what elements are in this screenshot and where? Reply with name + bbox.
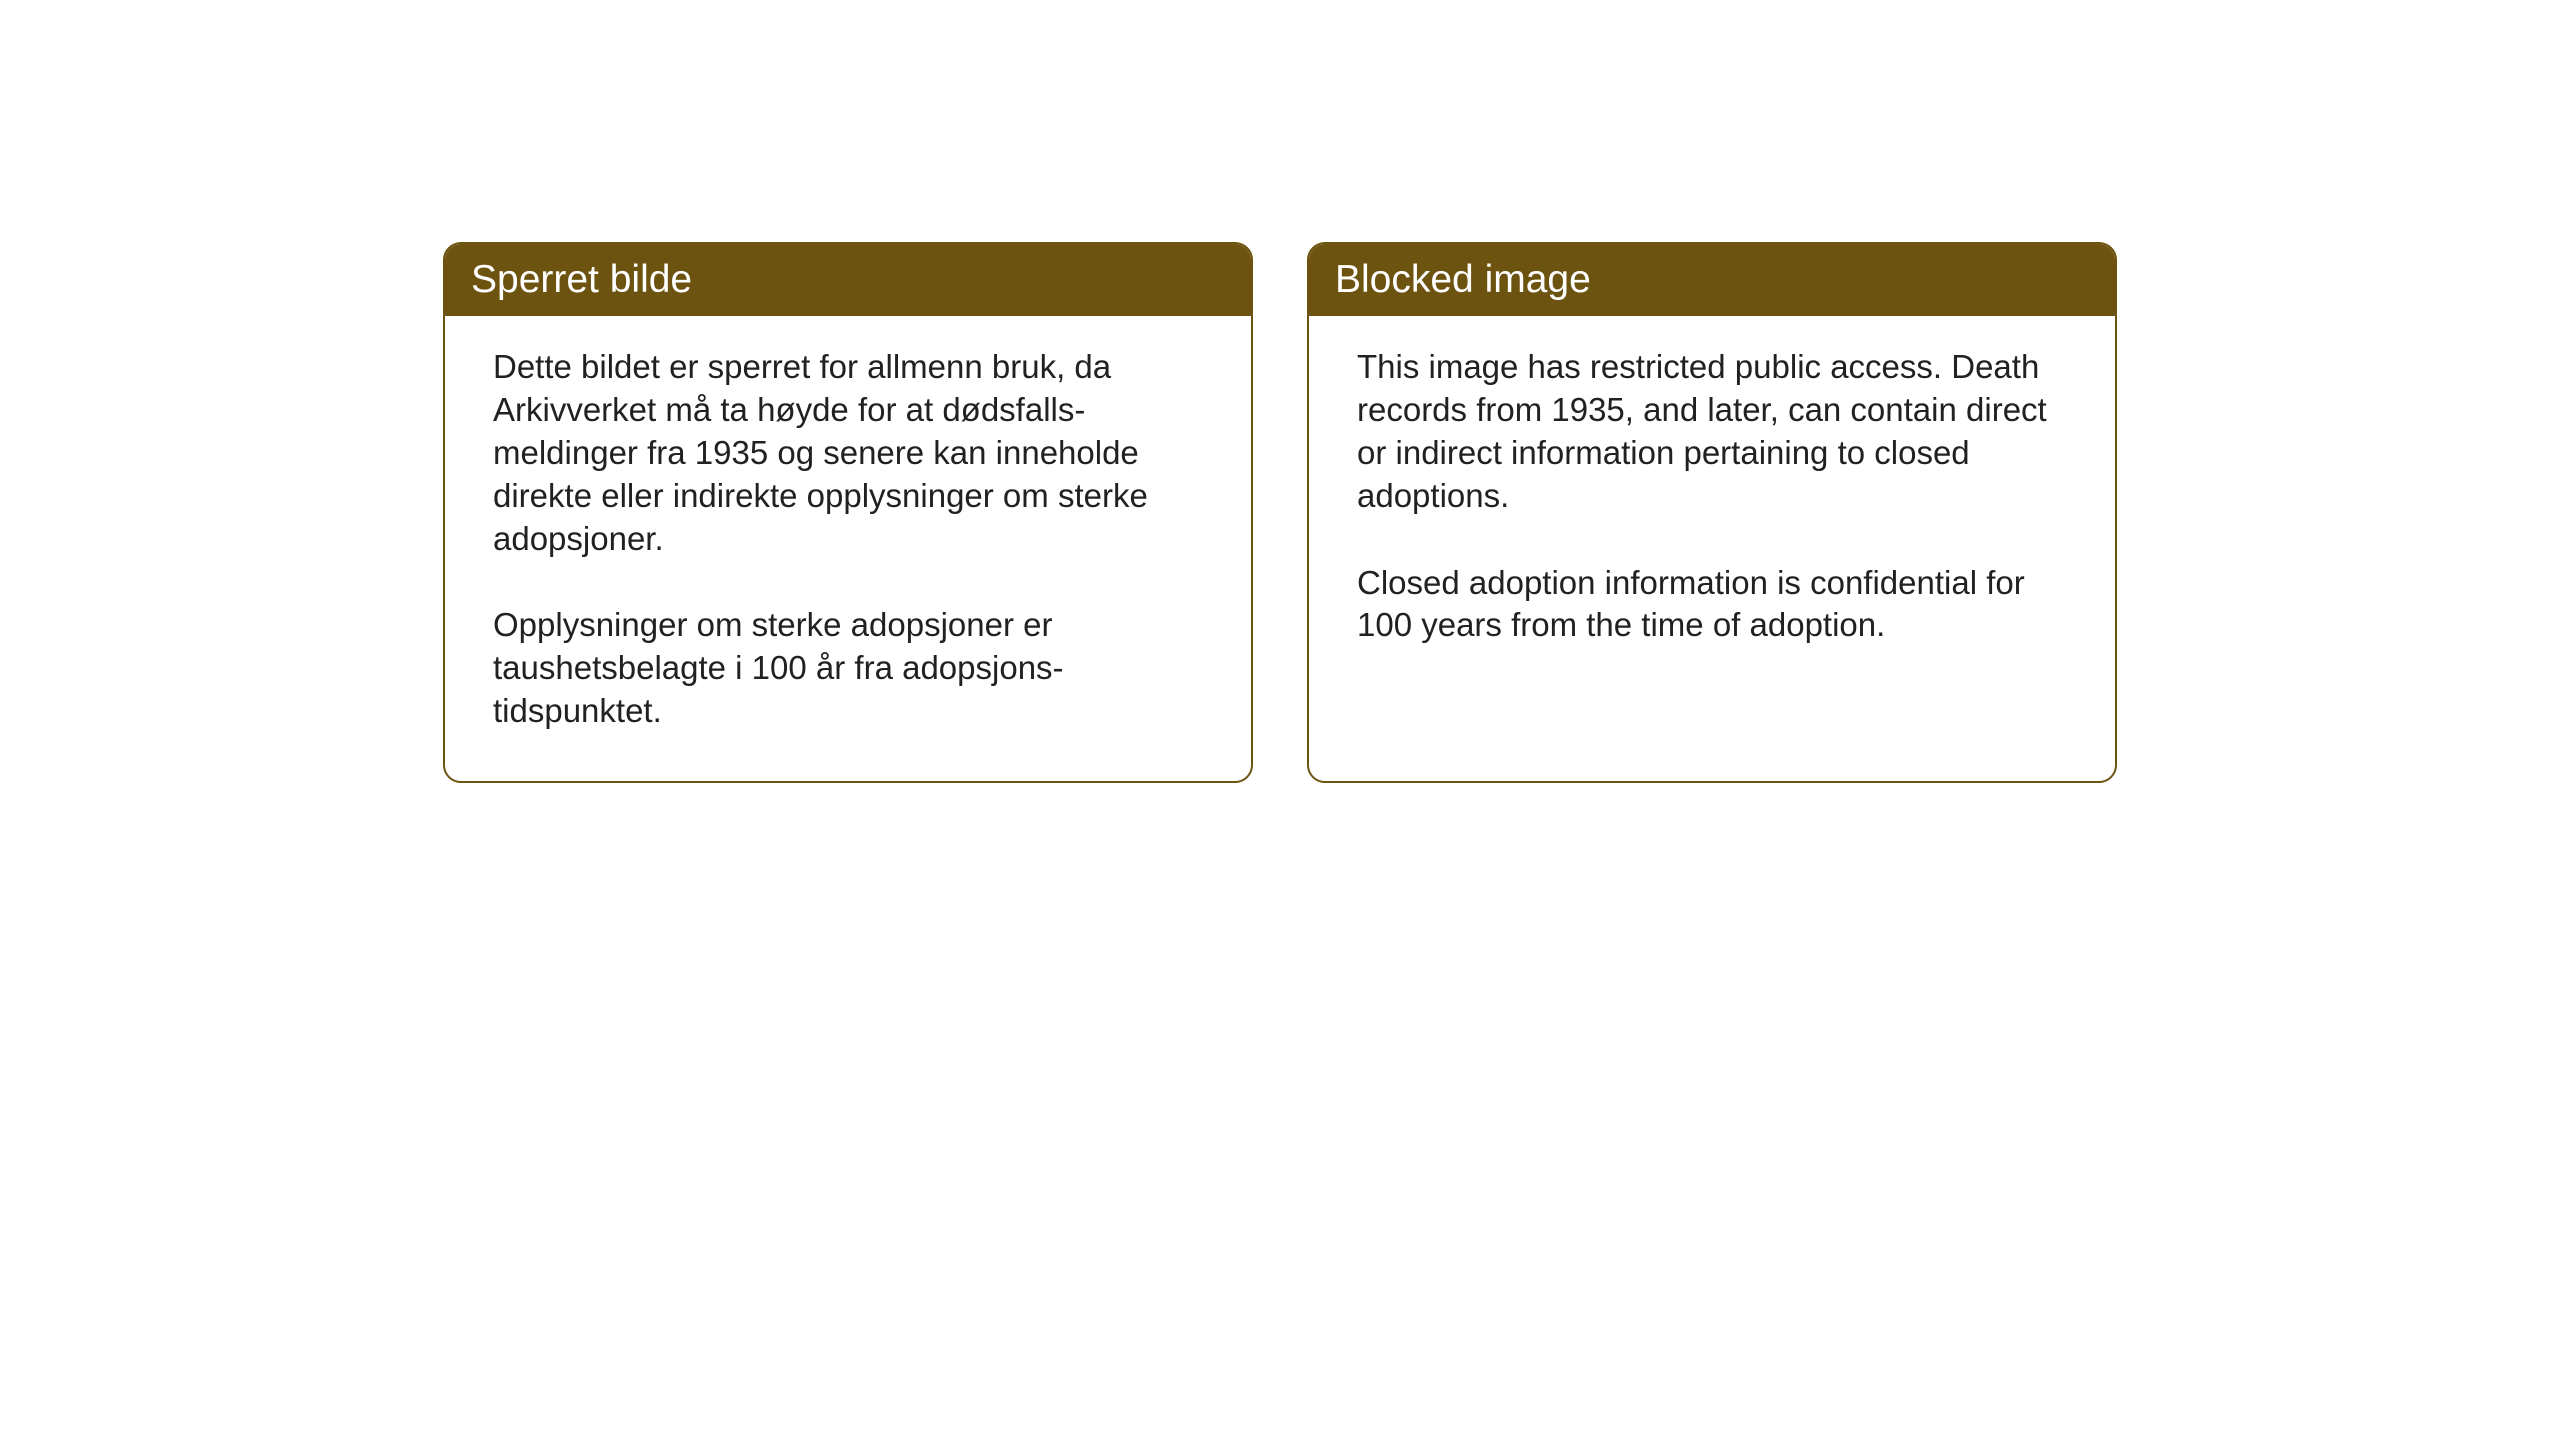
cards-container: Sperret bilde Dette bildet er sperret fo… (443, 242, 2117, 783)
card-paragraph: Closed adoption information is confident… (1357, 562, 2067, 648)
card-paragraph: This image has restricted public access.… (1357, 346, 2067, 518)
card-header-norwegian: Sperret bilde (445, 244, 1251, 316)
card-header-english: Blocked image (1309, 244, 2115, 316)
card-paragraph: Dette bildet er sperret for allmenn bruk… (493, 346, 1203, 560)
card-body-norwegian: Dette bildet er sperret for allmenn bruk… (445, 316, 1251, 781)
card-body-english: This image has restricted public access.… (1309, 316, 2115, 695)
card-english: Blocked image This image has restricted … (1307, 242, 2117, 783)
card-paragraph: Opplysninger om sterke adopsjoner er tau… (493, 604, 1203, 733)
card-norwegian: Sperret bilde Dette bildet er sperret fo… (443, 242, 1253, 783)
